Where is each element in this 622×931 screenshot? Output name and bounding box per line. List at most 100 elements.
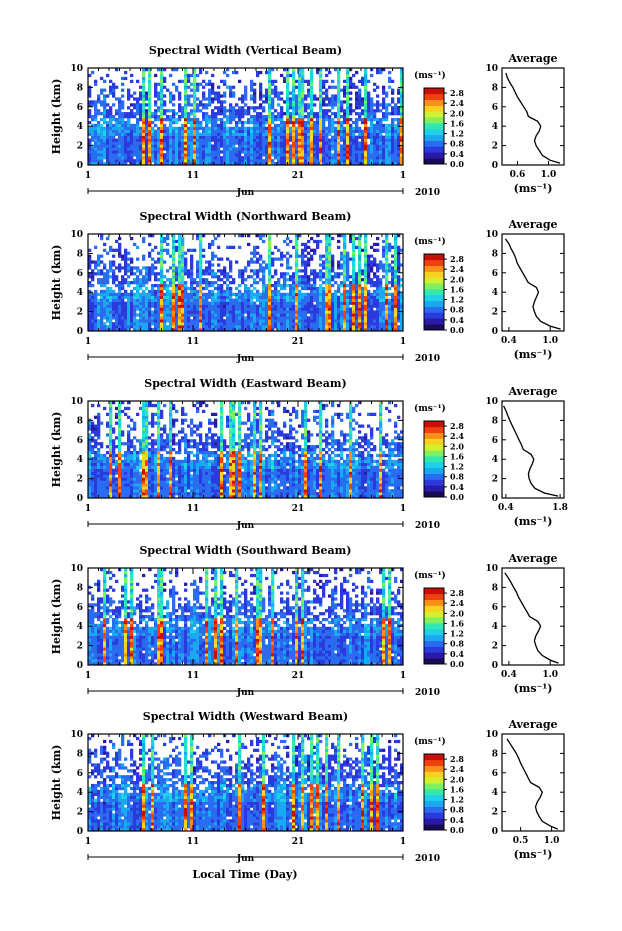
panel-2: Spectral Width (Eastward Beam)0246810Hei… <box>50 377 568 531</box>
colorbar-segment <box>424 754 444 761</box>
profile-frame <box>501 733 565 832</box>
profile-xlabel: (ms⁻¹) <box>514 182 553 195</box>
panel-title: Spectral Width (Westward Beam) <box>143 710 348 723</box>
ylabel: Height (km) <box>50 412 63 488</box>
profile-ytick-label: 8 <box>492 416 498 426</box>
profile-ytick-label: 0 <box>492 161 498 171</box>
xtick-label: 1 <box>400 837 406 847</box>
colorbar-segment <box>424 777 444 784</box>
colorbar-segment <box>424 146 444 153</box>
month-label: Jun <box>236 354 255 364</box>
profile-ytick-label: 2 <box>492 642 498 652</box>
colorbar-tick-label: 2.0 <box>450 274 464 284</box>
colorbar-tick-label: 2.4 <box>450 764 464 774</box>
profile-line <box>504 238 561 330</box>
colorbar-segment <box>424 800 444 807</box>
profile-ytick-label: 0 <box>492 327 498 337</box>
colorbar-segment <box>424 421 444 428</box>
xtick-label: 1 <box>85 337 91 347</box>
xtick-label: 21 <box>292 671 305 681</box>
colorbar-segment <box>424 128 444 136</box>
colorbar-tick-label: 2.0 <box>450 774 464 784</box>
panel-1: Spectral Width (Northward Beam)0246810He… <box>50 210 565 364</box>
profile-ytick-label: 4 <box>492 288 498 298</box>
colorbar-tick-label: 1.2 <box>450 129 464 139</box>
profile-ytick-label: 6 <box>492 769 498 779</box>
colorbar-segment <box>424 461 444 469</box>
month-label: Jun <box>236 521 255 531</box>
colorbar-segment <box>424 294 444 302</box>
colorbar-segment <box>424 93 444 100</box>
colorbar-segment <box>424 634 444 641</box>
colorbar-tick-label: 2.0 <box>450 108 464 118</box>
colorbar-segment <box>424 771 444 778</box>
colorbar-segment <box>424 289 444 296</box>
colorbar-segment <box>424 485 444 492</box>
profile-ytick-label: 0 <box>492 494 498 504</box>
colorbar-segment <box>424 444 444 451</box>
colorbar-segment <box>424 646 444 653</box>
colorbar-segment <box>424 450 444 457</box>
colorbar-segment <box>424 467 444 474</box>
colorbar-segment <box>424 111 444 118</box>
colorbar-segment <box>424 794 444 802</box>
profile-ytick-label: 10 <box>485 564 498 574</box>
ytick-label: 6 <box>77 436 83 446</box>
colorbar-segment <box>424 652 444 659</box>
profile-ytick-label: 8 <box>492 83 498 93</box>
colorbar-segment <box>424 306 444 313</box>
profile-ytick-label: 10 <box>485 64 498 74</box>
profile-ytick-label: 0 <box>492 827 498 837</box>
profile-ytick-label: 2 <box>492 808 498 818</box>
profile-xtick-label: 1.8 <box>552 503 568 513</box>
colorbar-unit: (ms⁻¹) <box>414 403 446 414</box>
ytick-label: 10 <box>70 397 83 407</box>
ytick-label: 8 <box>77 83 83 93</box>
ytick-label: 6 <box>77 269 83 279</box>
ytick-label: 0 <box>77 161 83 171</box>
colorbar-tick-label: 1.2 <box>450 295 464 305</box>
colorbar-tick-label: 2.8 <box>450 754 464 764</box>
profile-ytick-label: 8 <box>492 249 498 259</box>
colorbar-segment <box>424 140 444 147</box>
year-label: 2010 <box>415 521 440 531</box>
profile-ytick-label: 6 <box>492 103 498 113</box>
xtick-label: 1 <box>400 504 406 514</box>
profile-frame <box>501 567 565 666</box>
colorbar-tick-label: 2.8 <box>450 421 464 431</box>
colorbar-tick-label: 1.6 <box>450 618 464 628</box>
colorbar-segment <box>424 105 444 112</box>
colorbar-tick-label: 2.4 <box>450 264 464 274</box>
colorbar-tick-label: 0.8 <box>450 472 464 482</box>
ytick-label: 6 <box>77 103 83 113</box>
xtick-label: 1 <box>85 504 91 514</box>
colorbar-tick-label: 0.8 <box>450 305 464 315</box>
profile-ytick-label: 0 <box>492 661 498 671</box>
colorbar-segment <box>424 605 444 612</box>
ytick-label: 4 <box>77 622 83 632</box>
colorbar-segment <box>424 271 444 278</box>
colorbar-frame <box>423 587 445 665</box>
colorbar-segment <box>424 593 444 600</box>
xtick-label: 1 <box>400 671 406 681</box>
xtick-label: 1 <box>85 837 91 847</box>
ytick-label: 2 <box>77 142 83 152</box>
colorbar-unit: (ms⁻¹) <box>414 70 446 81</box>
colorbar-segment <box>424 318 444 325</box>
colorbar-tick-label: 0.0 <box>450 825 464 835</box>
ytick-label: 8 <box>77 416 83 426</box>
colorbar-tick-label: 0.4 <box>450 315 464 325</box>
profile-ytick-label: 8 <box>492 749 498 759</box>
colorbar-tick-label: 0.0 <box>450 325 464 335</box>
heatmap-field <box>88 401 404 499</box>
bottom-xlabel: Local Time (Day) <box>192 868 297 881</box>
ytick-label: 10 <box>70 230 83 240</box>
xtick-label: 11 <box>187 504 200 514</box>
year-label: 2010 <box>415 188 440 198</box>
profile-ytick-label: 4 <box>492 455 498 465</box>
colorbar-segment <box>424 265 444 272</box>
colorbar-tick-label: 0.0 <box>450 659 464 669</box>
colorbar-tick-label: 0.4 <box>450 815 464 825</box>
ytick-label: 8 <box>77 749 83 759</box>
profile-xtick-label: 0.5 <box>513 836 529 846</box>
